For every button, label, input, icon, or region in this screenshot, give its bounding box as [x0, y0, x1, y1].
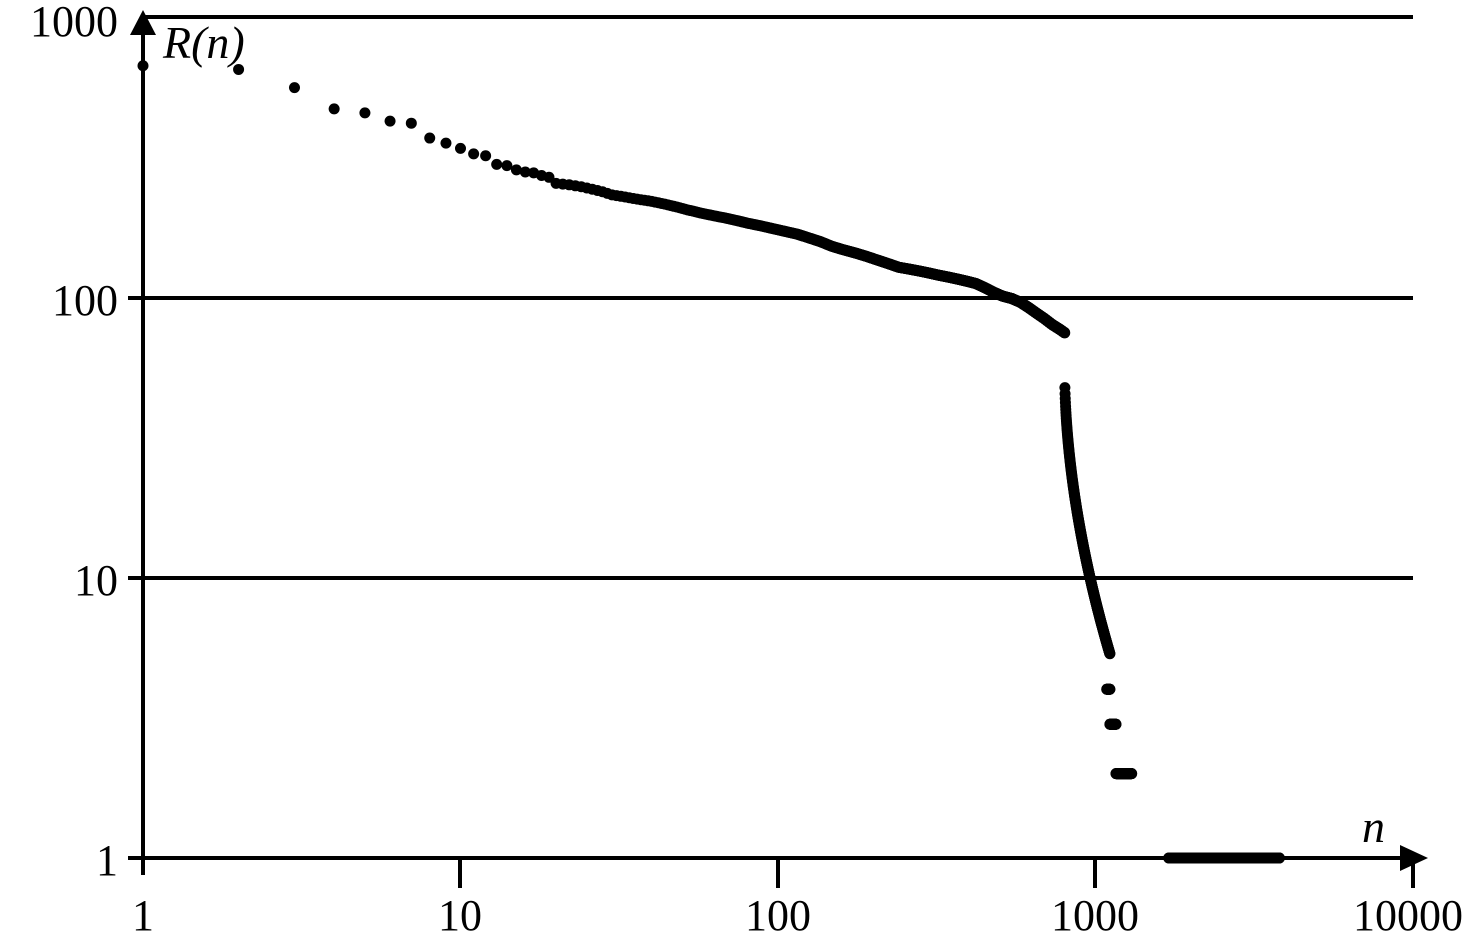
- data-point: [1104, 648, 1116, 660]
- data-point: [510, 164, 522, 176]
- x-tick-labels: 1 10 100 1000 10000: [132, 891, 1463, 938]
- gridlines: [143, 15, 1413, 580]
- data-point: [233, 63, 245, 75]
- x-tick-label-1000: 1000: [1051, 891, 1139, 938]
- data-point: [1104, 683, 1116, 695]
- data-point: [424, 132, 436, 144]
- data-point: [455, 142, 466, 154]
- data-point: [468, 148, 480, 160]
- data-point: [491, 158, 503, 170]
- y-tick-label-1000: 1000: [30, 0, 118, 46]
- data-point: [1126, 768, 1138, 780]
- y-tick-labels: 1000 100 10 1: [30, 0, 118, 885]
- data-point: [384, 115, 396, 127]
- data-point: [137, 60, 149, 72]
- x-tick-label-10000: 10000: [1353, 891, 1463, 938]
- y-axis: [128, 10, 158, 860]
- data-point: [359, 107, 371, 119]
- data-point: [440, 137, 452, 149]
- x-tick-label-100: 100: [745, 891, 811, 938]
- data-point: [480, 150, 492, 162]
- data-points-layer: [137, 60, 1285, 864]
- data-point: [288, 82, 300, 94]
- x-axis: [141, 845, 1428, 888]
- data-point: [405, 117, 417, 129]
- x-axis-title: n: [1362, 801, 1385, 852]
- x-tick-label-10: 10: [438, 891, 482, 938]
- data-point: [501, 160, 513, 172]
- y-tick-label-10: 10: [74, 556, 118, 605]
- data-point: [1059, 327, 1071, 339]
- y-axis-title: R(n): [162, 17, 245, 68]
- x-tick-label-1: 1: [132, 891, 154, 938]
- y-axis-arrow-icon: [130, 10, 156, 35]
- y-tick-label-100: 100: [52, 276, 118, 325]
- data-point: [328, 103, 340, 115]
- data-point: [519, 166, 531, 178]
- y-tick-label-1: 1: [96, 836, 118, 885]
- data-point: [1110, 718, 1122, 730]
- data-point: [1273, 852, 1285, 864]
